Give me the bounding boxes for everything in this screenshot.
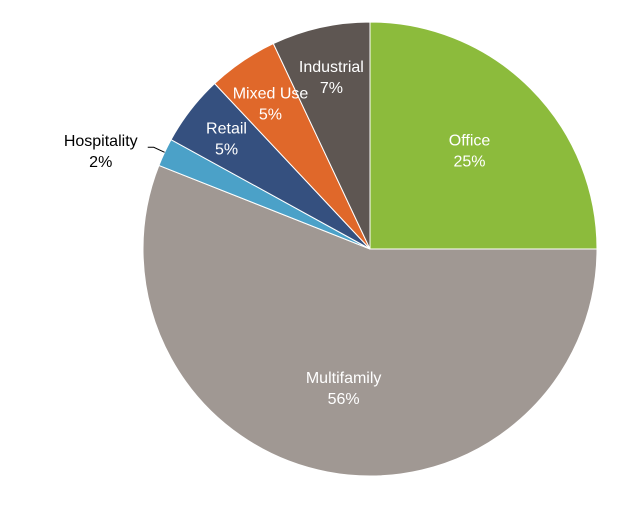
pie-label-value: 25% [454, 153, 486, 170]
pie-label-value: 7% [320, 80, 343, 97]
pie-label-name: Industrial [299, 59, 364, 76]
pie-label-name: Office [449, 132, 491, 149]
pie-label-industrial: Industrial 7% [299, 59, 364, 97]
pie-slices [142, 21, 598, 477]
pie-slice-industrial [272, 21, 371, 250]
leader-line-hospitality [147, 146, 165, 153]
pie-label-value: 5% [259, 107, 282, 124]
pie-label-multifamily: Multifamily 56% [306, 370, 382, 408]
pie-label-retail: Retail 5% [206, 121, 247, 159]
pie-label-name: Mixed Use [233, 86, 309, 103]
pie-labels: Office 25% Multifamily 56% Hospitality 2% Reta… [64, 59, 491, 408]
pie-label-value: 5% [215, 142, 238, 159]
pie-label-mixed-use: Mixed Use 5% [233, 86, 309, 124]
pie-label-value: 2% [89, 154, 112, 171]
pie-label-name: Multifamily [306, 370, 382, 387]
pie-label-hospitality: Hospitality 2% [64, 133, 138, 171]
pie-label-name: Retail [206, 121, 247, 138]
pie-label-office: Office 25% [449, 132, 491, 170]
pie-slice-multifamily [142, 164, 598, 477]
pie-label-value: 56% [328, 391, 360, 408]
pie-slice-office [369, 21, 598, 250]
pie-label-name: Hospitality [64, 133, 138, 150]
